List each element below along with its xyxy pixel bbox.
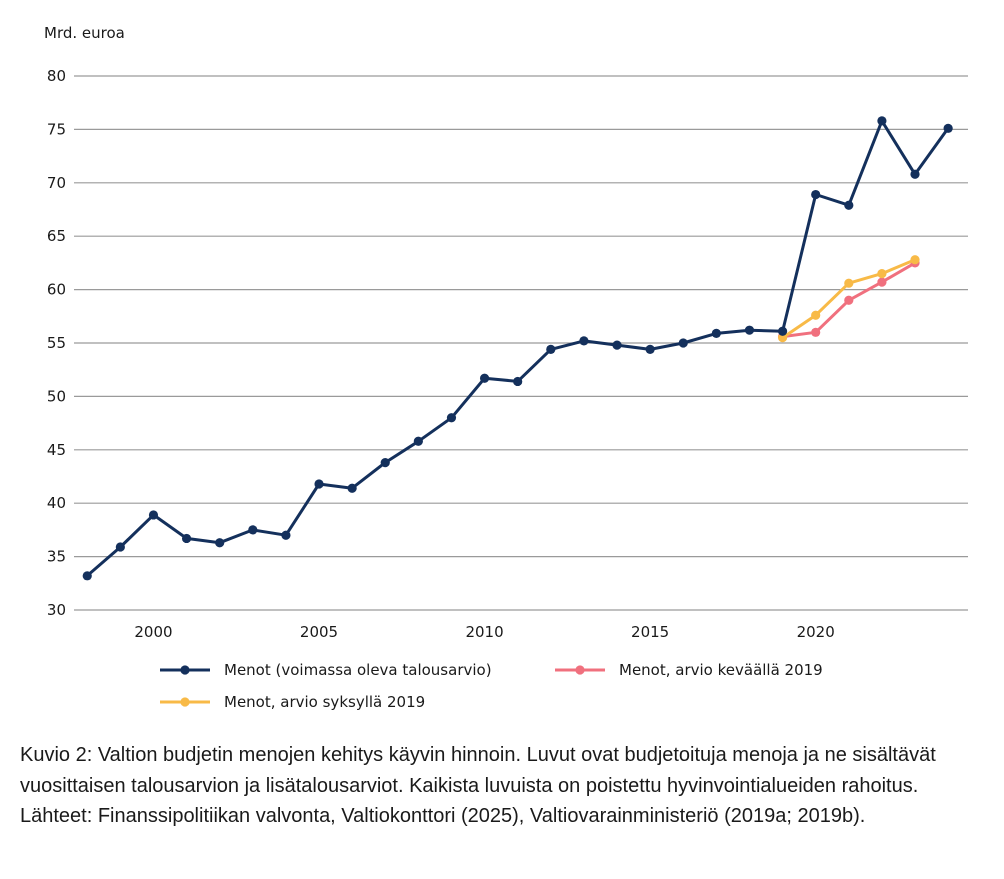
- data-point: [910, 255, 920, 265]
- data-point: [910, 169, 920, 179]
- data-point: [844, 200, 854, 210]
- data-point: [281, 530, 291, 540]
- y-tick-label: 60: [47, 281, 66, 299]
- y-axis-ticks: 30 35 40 45 50 55 60 65 70 75 80: [47, 67, 66, 619]
- figure-caption: Kuvio 2: Valtion budjetin menojen kehity…: [20, 744, 936, 827]
- data-point: [347, 483, 357, 493]
- data-point: [380, 458, 390, 468]
- y-tick-label: 35: [47, 548, 66, 566]
- legend-item-2: Menot, arvio keväällä 2019: [555, 661, 823, 679]
- data-point: [314, 479, 324, 489]
- y-tick-label: 80: [47, 67, 66, 85]
- data-point: [877, 268, 887, 279]
- y-tick-label: 55: [47, 334, 66, 352]
- y-tick-label: 40: [47, 494, 66, 512]
- data-point: [148, 510, 159, 520]
- data-point: [678, 338, 688, 348]
- legend-label: Menot (voimassa oleva talousarvio): [224, 661, 492, 679]
- series-group: [82, 116, 953, 581]
- legend-item-3: Menot, arvio syksyllä 2019: [160, 693, 425, 711]
- data-point: [844, 295, 854, 305]
- data-point: [744, 325, 755, 335]
- data-point: [877, 277, 887, 287]
- x-tick-label: 2000: [134, 623, 172, 641]
- gridlines: [74, 75, 968, 611]
- data-point: [711, 328, 721, 338]
- data-point: [811, 327, 821, 337]
- y-tick-label: 65: [47, 227, 66, 245]
- legend-label: Menot, arvio syksyllä 2019: [224, 693, 425, 711]
- y-tick-label: 30: [47, 601, 66, 619]
- data-point: [181, 533, 192, 544]
- data-point: [479, 373, 490, 383]
- data-point: [446, 413, 457, 423]
- data-point: [877, 116, 887, 126]
- x-tick-label: 2010: [465, 623, 503, 641]
- data-point: [811, 189, 821, 200]
- series-3: [777, 255, 920, 343]
- data-point: [777, 326, 788, 336]
- series-line: [86, 119, 950, 577]
- x-axis-ticks: 2000 2005 2010 2015 2020: [134, 623, 834, 641]
- data-point: [115, 542, 125, 552]
- x-tick-label: 2020: [797, 623, 835, 641]
- data-point: [645, 344, 655, 355]
- legend-swatch-marker: [575, 665, 585, 675]
- series-1: [82, 116, 953, 581]
- legend: Menot (voimassa oleva talousarvio) Menot,…: [160, 661, 823, 711]
- data-point: [82, 571, 92, 581]
- series-2: [777, 258, 920, 342]
- legend-swatch-marker: [180, 665, 190, 675]
- y-axis-unit-label: Mrd. euroa: [44, 24, 125, 42]
- legend-item-1: Menot (voimassa oleva talousarvio): [160, 661, 492, 679]
- legend-swatch-marker: [180, 697, 190, 707]
- y-tick-label: 75: [47, 120, 66, 138]
- data-point: [777, 333, 788, 343]
- data-point: [413, 436, 423, 446]
- x-tick-label: 2015: [631, 623, 669, 641]
- y-tick-label: 50: [47, 387, 66, 405]
- data-point: [513, 376, 523, 387]
- data-point: [612, 340, 622, 350]
- data-point: [844, 278, 854, 288]
- y-tick-label: 45: [47, 441, 66, 459]
- y-tick-label: 70: [47, 174, 66, 192]
- x-tick-label: 2005: [300, 623, 338, 641]
- data-point: [943, 123, 953, 133]
- data-point: [546, 344, 556, 355]
- data-point: [248, 525, 258, 535]
- legend-label: Menot, arvio keväällä 2019: [619, 661, 823, 679]
- data-point: [811, 310, 821, 320]
- data-point: [215, 538, 225, 548]
- data-point: [579, 336, 589, 346]
